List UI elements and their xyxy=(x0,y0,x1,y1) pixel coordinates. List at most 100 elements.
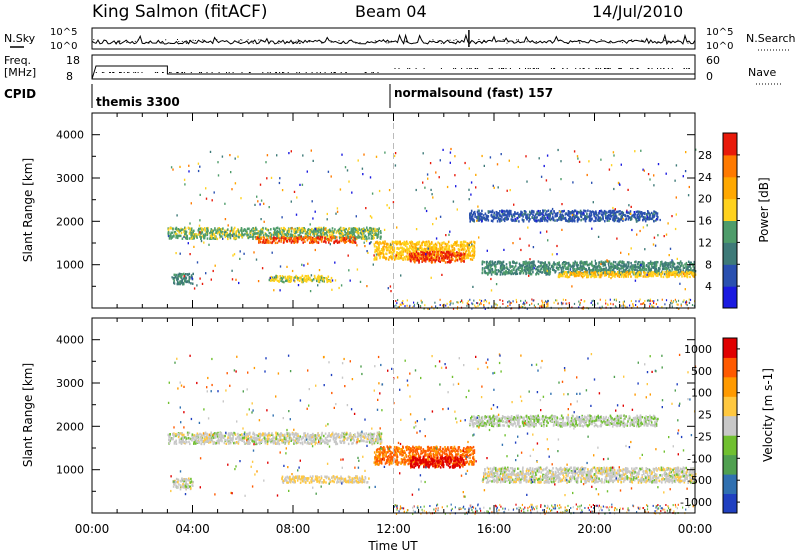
nave-dot xyxy=(509,68,511,69)
heat-cell xyxy=(460,252,462,256)
heat-cell xyxy=(241,233,243,236)
heat-cell xyxy=(538,269,540,273)
heat-cell xyxy=(183,272,185,276)
heat-cell xyxy=(675,164,678,167)
heat-cell xyxy=(391,253,394,256)
heat-cell xyxy=(441,242,443,245)
heat-cell xyxy=(283,230,285,233)
heat-cell xyxy=(417,247,419,251)
heat-cell xyxy=(367,228,369,232)
heat-cell xyxy=(674,270,677,274)
heat-cell xyxy=(548,213,550,216)
nave-dot xyxy=(135,72,137,73)
nsearch-dot xyxy=(262,40,264,42)
heat-cell xyxy=(627,215,630,218)
heat-cell xyxy=(454,254,456,258)
nave-dot xyxy=(201,72,202,73)
heat-cell xyxy=(623,261,625,264)
heat-cell xyxy=(299,183,301,186)
heat-cell xyxy=(418,257,421,260)
heat-cell xyxy=(651,261,654,265)
heat-cell xyxy=(307,274,309,278)
heat-cell xyxy=(390,243,392,246)
heat-cell xyxy=(266,228,268,231)
heat-cell xyxy=(296,227,299,230)
heat-cell xyxy=(611,209,614,213)
heat-cell xyxy=(630,275,632,278)
heat-cell xyxy=(312,159,314,162)
heat-cell xyxy=(653,236,656,239)
heat-cell xyxy=(473,210,476,214)
heat-cell xyxy=(270,233,273,236)
heat-cell xyxy=(568,275,571,279)
heat-cell xyxy=(511,271,513,274)
heat-cell xyxy=(183,235,185,238)
heat-cell xyxy=(630,270,633,274)
heat-cell xyxy=(571,219,574,222)
heat-cell xyxy=(325,276,327,280)
heat-cell xyxy=(255,232,258,235)
heat-cell xyxy=(664,271,667,274)
heat-cell xyxy=(431,248,433,251)
heat-cell xyxy=(511,265,514,268)
heat-cell xyxy=(198,228,200,231)
heat-cell xyxy=(353,237,356,240)
heat-cell xyxy=(612,217,614,221)
heat-cell xyxy=(645,267,647,271)
heat-cell xyxy=(652,274,655,278)
heat-cell xyxy=(404,250,407,253)
nave-dot xyxy=(176,72,178,73)
heat-cell xyxy=(293,238,295,241)
heat-cell xyxy=(693,275,696,278)
nsearch-dot xyxy=(309,41,311,43)
heat-cell xyxy=(615,266,618,269)
heat-cell xyxy=(557,268,560,271)
heat-cell xyxy=(310,278,312,282)
heat-cell xyxy=(605,273,607,277)
heat-cell xyxy=(600,158,602,161)
heat-cell xyxy=(435,258,438,261)
heat-cell xyxy=(516,261,518,264)
heat-cell xyxy=(376,247,378,250)
heat-cell xyxy=(682,264,684,267)
heat-cell xyxy=(295,230,297,233)
nsearch-dot xyxy=(407,41,409,43)
heat-cell xyxy=(388,189,391,192)
heat-cell xyxy=(301,183,304,186)
heat-cell xyxy=(255,237,257,241)
heat-cell xyxy=(289,239,291,242)
heat-cell xyxy=(188,275,191,279)
heat-cell xyxy=(333,229,335,233)
nave-dot xyxy=(519,68,521,69)
heat-cell xyxy=(183,275,185,278)
heat-cell xyxy=(312,240,315,244)
heat-cell xyxy=(564,275,567,278)
heat-cell xyxy=(489,266,492,269)
heat-cell xyxy=(273,276,276,279)
heat-cell xyxy=(581,266,584,270)
heat-cell xyxy=(433,250,435,254)
heat-cell xyxy=(597,270,600,273)
heat-cell xyxy=(501,210,504,213)
heat-cell xyxy=(184,183,186,186)
heat-cell xyxy=(195,233,197,236)
heat-cell xyxy=(400,254,402,258)
heat-cell xyxy=(556,244,558,248)
heat-cell xyxy=(382,252,384,255)
heat-cell xyxy=(627,272,630,276)
heat-cell xyxy=(304,279,306,282)
heat-cell xyxy=(331,230,334,233)
heat-cell xyxy=(565,212,568,215)
heat-cell xyxy=(185,230,188,233)
heat-cell xyxy=(280,234,283,237)
heat-cell xyxy=(230,171,232,174)
heat-cell xyxy=(174,227,177,231)
heat-cell xyxy=(450,244,453,247)
heat-cell xyxy=(635,210,638,214)
heat-cell xyxy=(547,269,550,272)
heat-cell xyxy=(561,263,564,266)
heat-cell xyxy=(303,264,305,267)
heat-cell xyxy=(537,219,539,222)
heat-cell xyxy=(692,272,694,276)
heat-cell xyxy=(431,254,433,257)
